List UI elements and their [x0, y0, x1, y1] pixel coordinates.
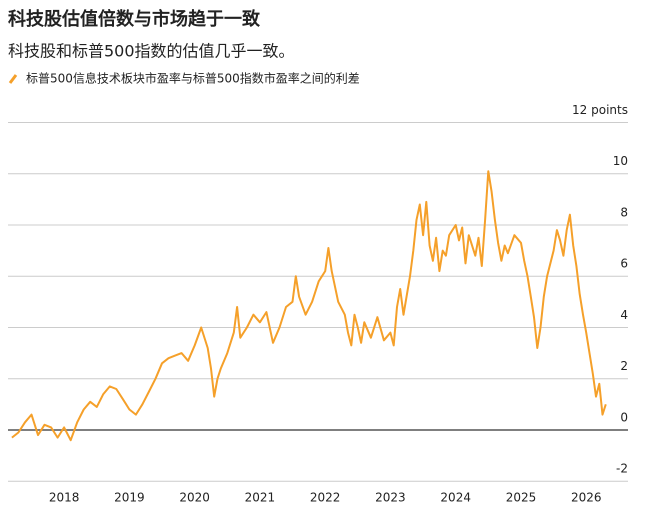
y-tick-label: 10 [613, 154, 628, 168]
legend-label: 标普500信息技术板块市盈率与标普500指数市盈率之间的利差 [26, 71, 360, 86]
x-tick-label: 2019 [114, 491, 145, 505]
data-line [11, 170, 607, 442]
y-tick-label: -2 [616, 462, 628, 476]
chart-subtitle: 科技股和标普500指数的估值几乎一致。 [8, 42, 295, 61]
x-tick-label: 2026 [571, 491, 602, 505]
x-tick-label: 2024 [440, 491, 471, 505]
y-tick-label: 0 [620, 410, 628, 424]
x-tick-label: 2025 [506, 491, 537, 505]
x-tick-label: 2018 [49, 491, 80, 505]
x-tick-label: 2022 [310, 491, 341, 505]
x-tick-label: 2023 [375, 491, 406, 505]
x-tick-label: 2021 [245, 491, 276, 505]
y-tick-label: 4 [620, 308, 628, 322]
y-tick-label: 8 [620, 205, 628, 219]
y-tick-label: 6 [620, 257, 628, 271]
x-tick-label: 2020 [179, 491, 210, 505]
chart-title: 科技股估值倍数与市场趋于一致 [8, 8, 261, 30]
legend-swatch [8, 74, 18, 84]
y-tick-label: 12 points [572, 103, 628, 117]
y-tick-label: 2 [620, 359, 628, 373]
